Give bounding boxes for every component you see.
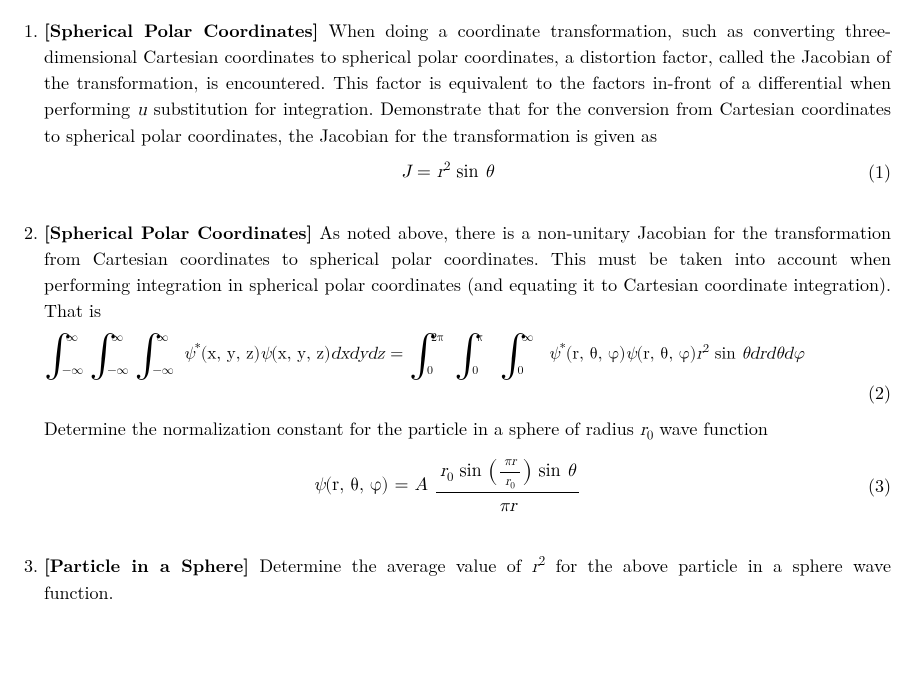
wf-inner-frac: πrr0 (500, 453, 521, 492)
eq1-r: r (437, 163, 444, 181)
eq1-theta: θ (485, 163, 494, 181)
args-rtp-1: (r, θ, φ) (566, 346, 626, 363)
int-r: ∫ ∞ 0 (500, 334, 528, 376)
r-var: r (532, 558, 539, 576)
lparen-icon: ( (488, 459, 498, 485)
theta: θ (741, 346, 749, 363)
args-xyz-1: (x, y, z) (201, 346, 260, 363)
problem-1: [Spherical Polar Coordinates] When doing… (44, 18, 891, 186)
wf-A: A (414, 476, 428, 494)
wf-psi: ψ (314, 476, 326, 494)
eq1-J: J (402, 163, 411, 181)
wf-inner-num: πr (500, 453, 521, 472)
drdthetadphi: drdθdφ (750, 346, 804, 363)
equation-3: ψ(r, θ, φ) = A r0 sin (πrr0) sin θ πr (44, 453, 851, 519)
int-lower-neginf: −∞ (62, 363, 83, 380)
dxdydz: dxdydz (331, 346, 385, 363)
problem-3: [Particle in a Sphere] Determine the ave… (44, 553, 891, 606)
int-y: ∫ ∞ −∞ (89, 334, 117, 376)
wf-outer-num: r0 sin (πrr0) sin θ (436, 453, 579, 492)
wf-inner-den-r0sub: 0 (510, 481, 515, 491)
wf-eq: = (389, 476, 415, 494)
equation-1-row: J = r2 sin θ (1) (44, 159, 891, 185)
equation-2-number: (2) (851, 380, 891, 406)
int-lower-neginf: −∞ (107, 363, 128, 380)
wf-outer-den: πr (436, 492, 579, 519)
wf-sin2: sin (533, 462, 567, 480)
problem-2-title: [Spherical Polar Coordinates] (44, 220, 312, 245)
wf-args: (r, θ, φ) (325, 476, 388, 494)
wf-sin1: sin (454, 462, 488, 480)
int-x: ∫ ∞ −∞ (44, 334, 72, 376)
int-lower-0: 0 (472, 363, 478, 380)
wf-inner-den: r0 (500, 472, 521, 492)
int-lower-neginf: −∞ (152, 363, 173, 380)
equation-3-number: (3) (851, 473, 891, 499)
equation-1-number: (1) (851, 159, 891, 185)
problem-3-body-a: Determine the average value of (249, 553, 532, 578)
problem-1-title: [Spherical Polar Coordinates] (44, 18, 318, 43)
int-lower-0: 0 (517, 363, 523, 380)
problem-2-body2b: wave function (653, 416, 768, 441)
equation-2-row: ∫ ∞ −∞ ∫ ∞ −∞ ∫ ∞ −∞ ψ*(x, y, z)ψ(x, y, (44, 334, 891, 376)
int-upper-pi: π (476, 330, 483, 347)
psi-r: ψ (626, 346, 637, 363)
psi-star-r: ψ (549, 346, 560, 363)
int-theta: ∫ π 0 (454, 334, 482, 376)
int-lower-0: 0 (427, 363, 433, 380)
int-upper-inf: ∞ (521, 330, 533, 347)
problem-2-body2a: Determine the normalization constant for… (44, 416, 640, 441)
int-z: ∫ ∞ −∞ (135, 334, 163, 376)
problem-1-body-b: substitution for integration. Demonstrat… (44, 96, 891, 148)
rparen-icon: ) (522, 459, 532, 485)
equation-2: ∫ ∞ −∞ ∫ ∞ −∞ ∫ ∞ −∞ ψ*(x, y, z)ψ(x, y, (44, 334, 891, 376)
psi-star: ψ (184, 346, 195, 363)
int-upper-inf: ∞ (66, 330, 78, 347)
sin: sin (709, 346, 741, 363)
wf-num-r0: r (440, 462, 447, 480)
eq2-equals: = (390, 346, 409, 363)
args-xyz-2: (x, y, z) (271, 346, 330, 363)
int-phi: ∫ 2π 0 (409, 334, 437, 376)
int-upper-inf: ∞ (156, 330, 168, 347)
equation-2-number-row: (2) (44, 380, 891, 406)
int-upper-inf: ∞ (111, 330, 123, 347)
problem-2: [Spherical Polar Coordinates] As noted a… (44, 220, 891, 519)
psi: ψ (260, 346, 271, 363)
wf-outer-frac: r0 sin (πrr0) sin θ πr (436, 453, 579, 519)
u-var: u (137, 101, 147, 119)
r0-r: r (640, 421, 647, 439)
int-upper-2pi: 2π (431, 330, 444, 347)
args-rtp-2: (r, θ, φ) (637, 346, 697, 363)
eq1-eq: = (411, 163, 437, 181)
equation-1: J = r2 sin θ (44, 159, 851, 185)
problem-3-title: [Particle in a Sphere] (44, 553, 249, 578)
wf-theta: θ (567, 462, 576, 480)
equation-3-row: ψ(r, θ, φ) = A r0 sin (πrr0) sin θ πr (3… (44, 453, 891, 519)
eq1-sin: sin (450, 163, 484, 181)
